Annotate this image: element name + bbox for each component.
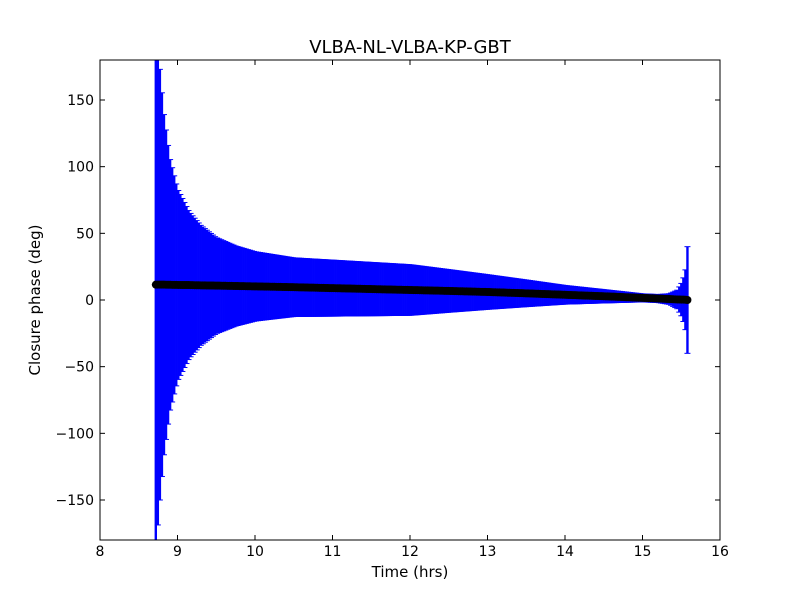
y-tick-label: −50	[64, 360, 94, 376]
y-tick-label: 0	[85, 293, 94, 309]
x-tick-label: 10	[246, 544, 264, 560]
x-axis-label: Time (hrs)	[371, 563, 449, 581]
x-tick-label: 12	[401, 544, 419, 560]
y-axis-label: Closure phase (deg)	[26, 225, 44, 376]
x-tick-label: 15	[634, 544, 652, 560]
x-tick-label: 16	[711, 544, 729, 560]
data-point-layer	[151, 280, 692, 304]
x-tick-label: 9	[173, 544, 182, 560]
data-point	[683, 296, 692, 304]
x-tick-label: 11	[324, 544, 342, 560]
x-tick-label: 13	[479, 544, 497, 560]
x-tick-label: 14	[556, 544, 574, 560]
y-tick-label: −100	[56, 426, 94, 442]
y-tick-label: 150	[67, 93, 94, 109]
x-tick-label: 8	[96, 544, 105, 560]
y-tick-label: −150	[56, 493, 94, 509]
y-tick-label: 50	[76, 226, 94, 242]
chart-title: VLBA-NL-VLBA-KP-GBT	[309, 37, 512, 58]
x-axis-ticks: 8 9 10 11 12 13 14 15 16	[96, 60, 729, 560]
y-axis-ticks: −150 −100 −50 0 50 100 150	[56, 93, 720, 509]
y-tick-label: 100	[67, 160, 94, 176]
